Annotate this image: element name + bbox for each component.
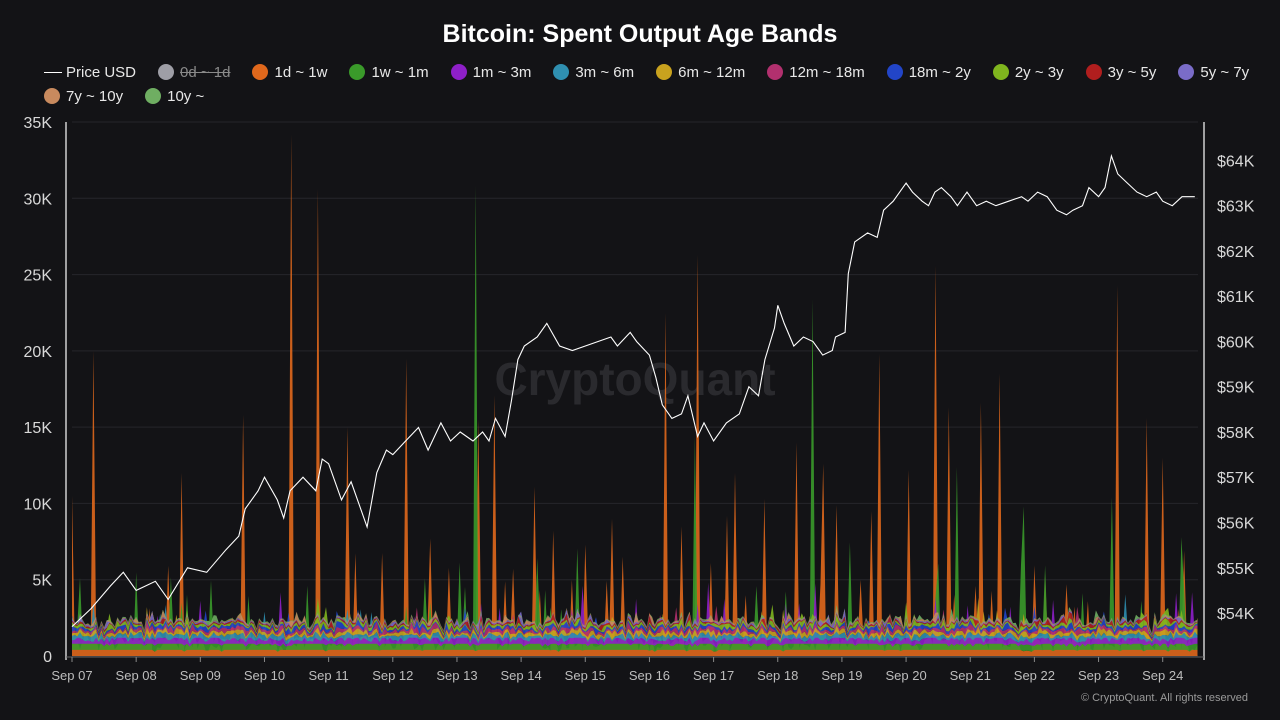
x-tick-label: Sep 12 — [372, 668, 413, 683]
area-series-12m-18m — [72, 605, 1198, 641]
legend-label: 10y ~ — [167, 87, 205, 105]
legend-dot-swatch — [158, 64, 175, 80]
x-tick-label: Sep 09 — [180, 668, 221, 683]
y-right-tick-label: $63K — [1217, 199, 1255, 216]
legend-label: 5y ~ 7y — [1200, 63, 1250, 81]
y-right-tick-label: $54K — [1217, 606, 1255, 623]
y-left-tick-label: 0 — [43, 649, 52, 666]
legend-item[interactable]: 6m ~ 12m — [656, 62, 745, 82]
legend-item[interactable]: Price USD — [44, 62, 136, 82]
x-tick-label: Sep 10 — [244, 668, 285, 683]
legend-label: 3m ~ 6m — [575, 63, 635, 81]
legend-item[interactable]: 10y ~ — [145, 86, 204, 106]
x-tick-label: Sep 19 — [821, 668, 862, 683]
copyright-credit: © CryptoQuant. All rights reserved — [1080, 692, 1248, 704]
legend-dot-swatch — [553, 64, 570, 80]
y-left-tick-label: 20K — [24, 344, 53, 361]
y-right-tick-label: $55K — [1217, 561, 1255, 578]
legend-dot-swatch — [1178, 64, 1195, 80]
legend-dot-swatch — [349, 64, 366, 80]
legend-dot-swatch — [44, 88, 60, 104]
y-left-tick-label: 30K — [24, 191, 53, 208]
legend-dot-swatch — [252, 64, 269, 80]
watermark: CryptoQuant — [494, 353, 775, 405]
legend-label: 6m ~ 12m — [678, 63, 746, 81]
legend-label: 1w ~ 1m — [371, 63, 429, 81]
x-tick-label: Sep 24 — [1142, 668, 1183, 683]
legend-item[interactable]: 7y ~ 10y — [44, 86, 123, 106]
legend-line-swatch — [44, 71, 62, 73]
x-tick-label: Sep 21 — [950, 668, 991, 683]
legend-label: 1m ~ 3m — [472, 63, 532, 81]
legend-dot-swatch — [145, 88, 162, 104]
legend-item[interactable]: 2y ~ 3y — [992, 62, 1064, 82]
legend-label: 12m ~ 18m — [789, 63, 865, 81]
area-series-10y- — [72, 605, 1198, 634]
legend-label: 0d ~ 1d — [180, 63, 231, 81]
legend-label: 7y ~ 10y — [66, 87, 124, 105]
x-tick-label: Sep 11 — [309, 668, 349, 683]
x-tick-label: Sep 17 — [693, 668, 734, 683]
x-tick-label: Sep 20 — [885, 668, 926, 683]
y-right-tick-label: $57K — [1217, 470, 1255, 487]
legend-label: 2y ~ 3y — [1014, 63, 1064, 81]
legend-item[interactable]: 1m ~ 3m — [450, 62, 532, 82]
y-right-tick-label: $60K — [1217, 334, 1255, 351]
price-line-group — [71, 153, 1195, 628]
legend-dot-swatch — [767, 64, 784, 80]
area-series-1w-1m — [72, 185, 1198, 652]
y-right-tick-label: $62K — [1217, 244, 1255, 261]
legend-label: Price USD — [66, 63, 137, 81]
y-left-tick-label: 35K — [24, 115, 53, 132]
legend-dot-swatch — [656, 64, 673, 80]
y-right-tick-label: $59K — [1217, 380, 1255, 397]
y-right-tick-label: $61K — [1217, 289, 1255, 306]
chart-title: Bitcoin: Spent Output Age Bands — [442, 20, 838, 48]
x-tick-label: Sep 13 — [436, 668, 477, 683]
y-left-tick-label: 15K — [24, 420, 53, 437]
x-tick-label: Sep 15 — [565, 668, 606, 683]
area-series-7y-10y — [72, 607, 1198, 635]
y-right-tick-label: $58K — [1217, 425, 1255, 442]
y-right-tick-label: $56K — [1217, 516, 1255, 533]
legend-label: 18m ~ 2y — [908, 63, 971, 81]
x-tick-label: Sep 16 — [629, 668, 670, 683]
legend-item[interactable]: 1d ~ 1w — [252, 62, 327, 82]
x-tick-label: Sep 18 — [757, 668, 798, 683]
legend-item[interactable]: 0d ~ 1d — [158, 62, 230, 82]
x-tick-label: Sep 07 — [51, 668, 92, 683]
axes: 0 5K 10K 15K 20K 25K 30K 35K $54K $55K $56K $57K $58… — [24, 115, 1255, 683]
legend-dot-swatch — [450, 64, 467, 80]
x-tick-label: Sep 14 — [501, 668, 542, 683]
price-usd-line — [71, 153, 1195, 628]
stacked-areas — [72, 134, 1198, 656]
y-left-tick-label: 5K — [32, 573, 52, 590]
legend-item[interactable]: 18m ~ 2y — [886, 62, 971, 82]
legend-item[interactable]: 3m ~ 6m — [553, 62, 634, 82]
y-left-tick-label: 10K — [24, 496, 53, 513]
area-series-6m-12m — [72, 597, 1198, 642]
y-left-tick-label: 25K — [24, 268, 53, 285]
legend-dot-swatch — [886, 64, 903, 80]
legend-dot-swatch — [1085, 64, 1102, 80]
chart-legend: Price USD 0d ~ 1d 1d ~ 1w 1w ~ 1m 1m ~ 3m 3m … — [44, 62, 1254, 106]
legend-item[interactable]: 3y ~ 5y — [1085, 62, 1157, 82]
legend-dot-swatch — [992, 64, 1009, 80]
legend-label: 1d ~ 1w — [274, 63, 328, 81]
legend-item[interactable]: 5y ~ 7y — [1178, 62, 1249, 82]
area-series-3y-5y — [72, 610, 1198, 637]
legend-item[interactable]: 12m ~ 18m — [767, 62, 865, 82]
legend-item[interactable]: 1w ~ 1m — [349, 62, 429, 82]
x-tick-label: Sep 22 — [1014, 668, 1055, 683]
x-tick-label: Sep 08 — [116, 668, 157, 683]
x-tick-label: Sep 23 — [1078, 668, 1119, 683]
legend-label: 3y ~ 5y — [1107, 63, 1157, 81]
y-right-tick-label: $64K — [1217, 153, 1255, 170]
